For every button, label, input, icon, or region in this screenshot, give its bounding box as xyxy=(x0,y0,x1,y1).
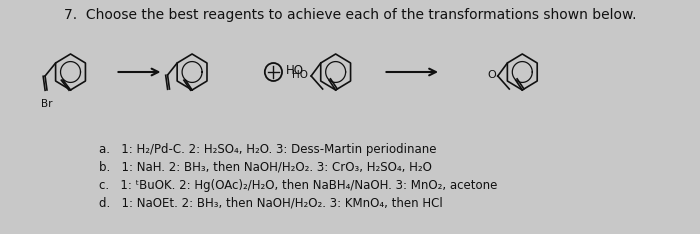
Text: HO: HO xyxy=(286,65,304,77)
Text: b.   1: NaH. 2: BH₃, then NaOH/H₂O₂. 3: CrO₃, H₂SO₄, H₂O: b. 1: NaH. 2: BH₃, then NaOH/H₂O₂. 3: Cr… xyxy=(99,161,432,174)
Text: 7.  Choose the best reagents to achieve each of the transformations shown below.: 7. Choose the best reagents to achieve e… xyxy=(64,8,636,22)
Text: O: O xyxy=(487,70,496,80)
Text: d.   1: NaOEt. 2: BH₃, then NaOH/H₂O₂. 3: KMnO₄, then HCl: d. 1: NaOEt. 2: BH₃, then NaOH/H₂O₂. 3: … xyxy=(99,197,443,210)
Text: Br: Br xyxy=(41,99,52,109)
Text: c.   1: ᵗBuOK. 2: Hg(OAc)₂/H₂O, then NaBH₄/NaOH. 3: MnO₂, acetone: c. 1: ᵗBuOK. 2: Hg(OAc)₂/H₂O, then NaBH₄… xyxy=(99,179,498,192)
Text: HO: HO xyxy=(293,70,308,80)
Text: a.   1: H₂/Pd-C. 2: H₂SO₄, H₂O. 3: Dess-Martin periodinane: a. 1: H₂/Pd-C. 2: H₂SO₄, H₂O. 3: Dess-Ma… xyxy=(99,143,437,156)
